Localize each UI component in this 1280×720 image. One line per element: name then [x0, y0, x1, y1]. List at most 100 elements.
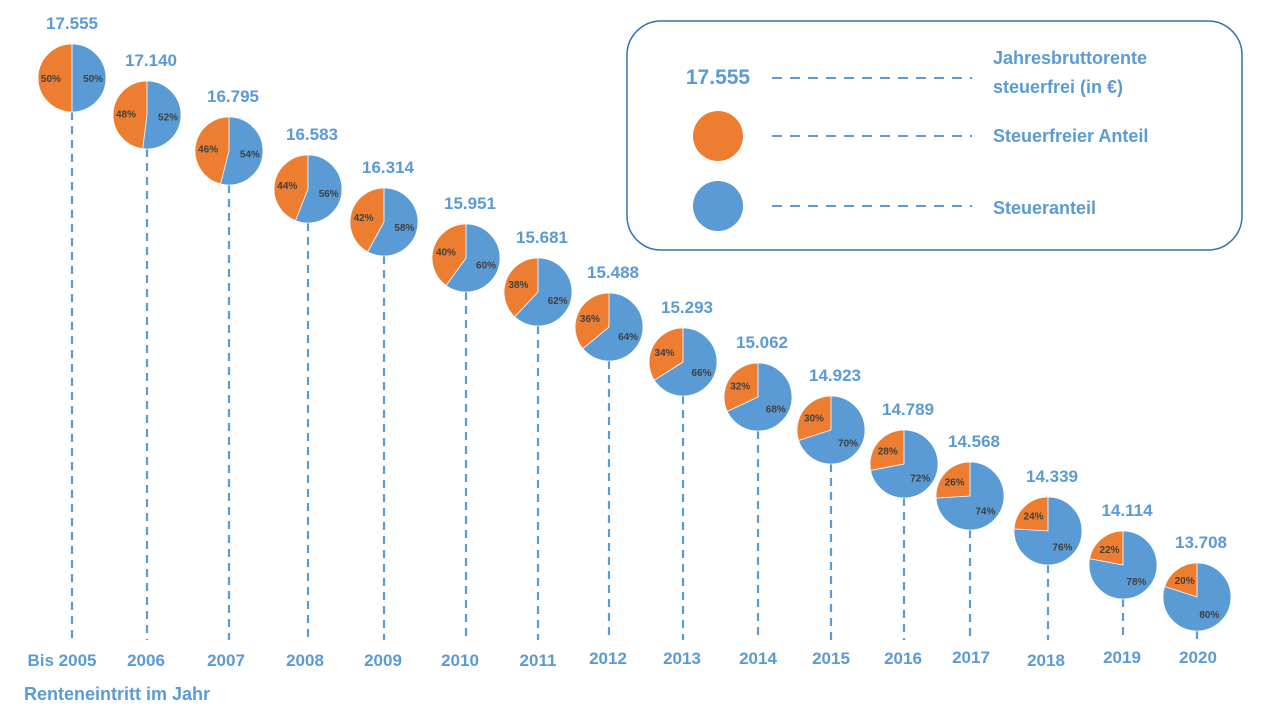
value-label: 13.708 — [1175, 533, 1227, 552]
value-label: 17.140 — [125, 51, 177, 70]
legend-sample-value: 17.555 — [686, 66, 751, 89]
pct-label-steueranteil: 64% — [618, 332, 638, 343]
year-label: 2011 — [520, 651, 557, 670]
pct-label-steueranteil: 50% — [83, 74, 103, 85]
value-label: 14.789 — [882, 400, 934, 419]
value-labels: 17.555 17.140 16.795 16.583 16.314 15.951 15.6… — [46, 14, 1227, 552]
legend-blue-swatch — [693, 181, 743, 231]
pie-2007: 46% 54% — [194, 116, 264, 186]
pct-label-steueranteil: 74% — [975, 506, 995, 517]
year-label: 2010 — [441, 651, 479, 670]
year-label: 2013 — [663, 649, 701, 668]
pie-2018: 24% 76% — [1013, 496, 1083, 566]
value-label: 16.583 — [286, 125, 338, 144]
pie-slice-steuerfrei — [723, 362, 759, 413]
pie-2015: 30% 70% — [796, 395, 866, 465]
pie-slice-steuerfrei — [194, 116, 230, 185]
value-label: 14.114 — [1101, 501, 1153, 520]
value-label: 16.314 — [362, 158, 415, 177]
pct-label-steueranteil: 68% — [766, 404, 786, 415]
pie-slice-steuerfrei — [1013, 496, 1049, 532]
pie-Bis 2005: 50% 50% — [37, 43, 107, 113]
pie-slice-steuerfrei — [431, 223, 467, 287]
pct-label-steuerfrei: 44% — [277, 181, 297, 192]
pct-label-steueranteil: 52% — [158, 112, 178, 123]
pct-label-steueranteil: 60% — [476, 261, 496, 272]
year-label: Bis 2005 — [28, 651, 97, 670]
pct-label-steueranteil: 78% — [1126, 577, 1146, 588]
pct-label-steueranteil: 66% — [691, 368, 711, 379]
stem-lines — [70, 112, 1199, 640]
year-label: 2014 — [739, 649, 777, 668]
pct-label-steueranteil: 80% — [1199, 610, 1219, 621]
pie-slice-steuerfrei — [796, 395, 832, 442]
year-label: 2007 — [207, 651, 245, 670]
legend-orange-swatch — [693, 111, 743, 161]
value-label: 14.339 — [1026, 467, 1078, 486]
year-label: 2016 — [884, 649, 922, 668]
year-label: 2020 — [1179, 648, 1217, 667]
pct-label-steuerfrei: 50% — [41, 74, 61, 85]
year-label: 2018 — [1027, 651, 1065, 670]
pie-slice-steuerfrei — [869, 429, 905, 471]
year-label: 2006 — [127, 651, 165, 670]
year-labels: Bis 2005 2006 2007 2008 2009 2010 2011 2012 2013… — [28, 648, 1217, 670]
pie-slice-steuerfrei — [503, 257, 539, 318]
legend-blue-label: Steueranteil — [993, 198, 1096, 218]
pct-label-steueranteil: 72% — [910, 473, 930, 484]
pie-slice-steuerfrei — [574, 292, 610, 350]
pie-2017: 26% 74% — [935, 461, 1005, 531]
pct-label-steueranteil: 54% — [240, 150, 260, 161]
pct-label-steueranteil: 76% — [1052, 542, 1072, 553]
year-label: 2009 — [364, 651, 402, 670]
pie-2008: 44% 56% — [273, 154, 343, 224]
pie-slice-steuerfrei — [648, 327, 684, 381]
x-axis-label: Renteneintritt im Jahr — [24, 684, 210, 704]
pie-2020: 20% 80% — [1162, 562, 1232, 632]
value-label: 15.488 — [587, 263, 639, 282]
pie-2013: 34% 66% — [648, 327, 718, 397]
year-label: 2008 — [286, 651, 324, 670]
value-label: 15.681 — [516, 228, 568, 247]
pct-label-steuerfrei: 34% — [655, 348, 675, 359]
pct-label-steuerfrei: 22% — [1100, 545, 1120, 556]
pie-2010: 40% 60% — [431, 223, 501, 293]
legend-value-line2: steuerfrei (in €) — [993, 77, 1123, 97]
pct-label-steuerfrei: 36% — [580, 314, 600, 325]
pie-2019: 22% 78% — [1088, 530, 1158, 600]
pct-label-steuerfrei: 30% — [804, 414, 824, 425]
value-label: 16.795 — [207, 87, 259, 106]
year-label: 2017 — [952, 648, 990, 667]
pct-label-steueranteil: 70% — [838, 438, 858, 449]
pct-label-steuerfrei: 24% — [1024, 512, 1044, 523]
pct-label-steuerfrei: 38% — [508, 280, 528, 291]
pct-label-steueranteil: 58% — [394, 223, 414, 234]
legend-orange-label: Steuerfreier Anteil — [993, 126, 1148, 146]
year-label: 2012 — [589, 649, 627, 668]
pie-2006: 48% 52% — [112, 80, 182, 150]
legend: 17.555 Jahresbruttorente steuerfrei (in … — [626, 20, 1243, 251]
pct-label-steuerfrei: 32% — [730, 382, 750, 393]
pie-slice-steuerfrei — [112, 80, 148, 150]
pct-label-steuerfrei: 20% — [1175, 576, 1195, 587]
pie-slice-steuerfrei — [37, 43, 73, 113]
value-label: 15.951 — [444, 194, 496, 213]
pie-slice-steuerfrei — [273, 154, 309, 222]
pct-label-steuerfrei: 42% — [354, 213, 374, 224]
pie-2012: 36% 64% — [574, 292, 644, 362]
value-label: 17.555 — [46, 14, 98, 33]
pct-label-steueranteil: 56% — [319, 189, 339, 200]
value-label: 14.923 — [809, 366, 861, 385]
value-label: 15.062 — [736, 333, 788, 352]
value-label: 14.568 — [948, 432, 1000, 451]
pct-label-steuerfrei: 46% — [198, 144, 218, 155]
pct-label-steuerfrei: 40% — [436, 247, 456, 258]
pie-slice-steuerfrei — [349, 187, 385, 253]
pct-label-steuerfrei: 28% — [878, 447, 898, 458]
pie-2014: 32% 68% — [723, 362, 793, 432]
pct-label-steuerfrei: 26% — [945, 478, 965, 489]
pie-slice-steuerfrei — [935, 461, 971, 499]
pie-2016: 28% 72% — [869, 429, 939, 499]
legend-value-line1: Jahresbruttorente — [993, 48, 1147, 68]
